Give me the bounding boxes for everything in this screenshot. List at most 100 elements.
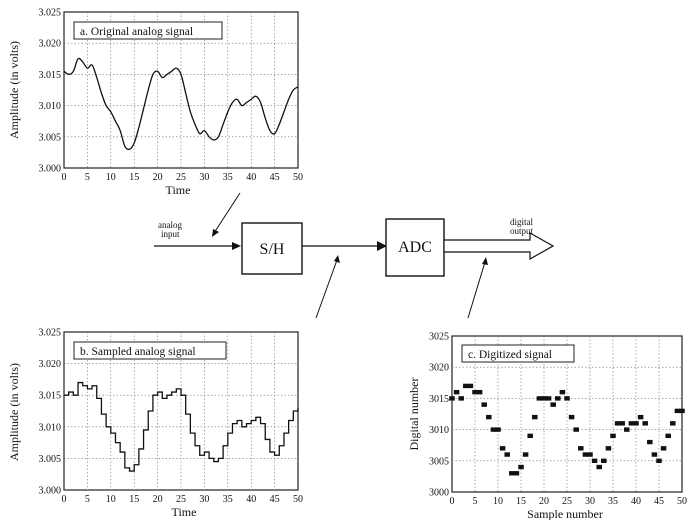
digitized-sample-point [614, 421, 621, 426]
x-tick-label: 15 [129, 494, 139, 505]
x-tick-label: 40 [631, 496, 641, 507]
x-tick-label: 45 [270, 172, 280, 183]
pointer-a-line [213, 192, 241, 234]
digitized-sample-point [642, 421, 648, 426]
x-tick-label: 15 [516, 496, 526, 507]
x-tick-label: 25 [176, 494, 186, 505]
x-tick-label: 35 [608, 496, 618, 507]
digitized-sample-point [596, 464, 602, 470]
analog-signal-line [63, 57, 299, 151]
adc-block [385, 218, 445, 277]
y-tick-label: 3.025 [39, 8, 62, 19]
x-tick-label: 35 [223, 172, 233, 183]
x-tick-label: 25 [176, 172, 186, 183]
x-tick-label: 50 [677, 496, 687, 507]
digitized-sample-point [670, 421, 676, 426]
digitized-sample-point [545, 396, 552, 401]
digitized-sample-point [495, 427, 501, 432]
adc-label: ADC [398, 239, 432, 256]
digital-output-arrow [443, 231, 555, 261]
panel-c-digitized-signal: 3025 3020 3015 3010 3005 3000 0 5 10 15 20 25 30 35 4… [407, 332, 687, 520]
y-tick-label: 3.010 [39, 101, 62, 112]
panel-b-series [64, 381, 299, 472]
y-tick-label: 3.015 [39, 70, 62, 81]
digitized-sample-point [637, 414, 644, 420]
digital-output-label-1: digital [510, 217, 533, 227]
x-tick-label: 5 [85, 494, 90, 505]
panel-c-label: c. Digitized signal [468, 349, 552, 361]
panel-a-original-signal: 3.025 3.020 3.015 3.010 3.005 3.000 0 5 10 15 20 2… [7, 8, 303, 198]
block-diagram: analog input S/H ADC digital output [154, 192, 555, 319]
digitized-sample-point [486, 414, 492, 420]
x-tick-label: 20 [539, 496, 549, 507]
digitized-sample-point [619, 421, 625, 426]
x-tick-label: 10 [106, 172, 116, 183]
x-tick-label: 40 [246, 172, 256, 183]
digitized-sample-point [472, 389, 478, 395]
x-tick-label: 20 [153, 494, 163, 505]
x-tick-label: 20 [153, 172, 163, 183]
y-tick-label: 3.020 [39, 359, 62, 370]
panel-a-label-box [73, 21, 223, 40]
digitized-sample-point [656, 458, 662, 463]
x-tick-label: 10 [106, 494, 116, 505]
digitized-sample-point [499, 446, 506, 451]
digitized-sample-point [481, 402, 487, 407]
y-tick-label: 3015 [429, 394, 449, 405]
digitized-sample-point [509, 471, 515, 476]
y-tick-label: 3.020 [39, 39, 62, 50]
sample-hold-block [241, 222, 303, 275]
digitized-sample-point [605, 446, 612, 451]
x-tick-label: 25 [562, 496, 572, 507]
x-tick-label: 5 [85, 172, 90, 183]
panel-b-y-ticks: 3.025 3.020 3.015 3.010 3.005 3.000 [39, 328, 62, 497]
y-tick-label: 3.015 [39, 391, 62, 402]
digitized-sample-point [651, 452, 658, 457]
panel-b-label: b. Sampled analog signal [80, 346, 196, 358]
panel-c-y-ticks: 3025 3020 3015 3010 3005 3000 [429, 332, 449, 499]
digitized-sample-point [582, 452, 589, 457]
x-tick-label: 50 [293, 494, 303, 505]
y-tick-label: 3.010 [39, 422, 62, 433]
panel-b-label-box [73, 341, 227, 360]
digitized-sample-point [660, 446, 667, 451]
y-tick-label: 3000 [429, 488, 449, 499]
x-tick-label: 30 [199, 494, 209, 505]
panel-a-xlabel: Time [166, 183, 191, 197]
x-tick-label: 45 [654, 496, 664, 507]
sh-to-adc-arrowhead [377, 241, 387, 251]
digitized-sample-point [624, 427, 630, 432]
y-tick-label: 3.005 [39, 454, 62, 465]
panel-b-xlabel: Time [172, 505, 197, 519]
analog-input-label-2: input [161, 229, 180, 239]
digitized-sample-point [550, 402, 556, 407]
digitized-sample-point [674, 408, 681, 414]
digitized-sample-point [633, 421, 639, 426]
x-tick-label: 30 [199, 172, 209, 183]
y-tick-label: 3020 [429, 363, 449, 374]
pointer-c-arrowhead [482, 257, 488, 265]
input-arrowhead [232, 242, 241, 250]
y-tick-label: 3.000 [39, 486, 62, 497]
panel-c-label-box [461, 344, 575, 363]
digitized-sample-point [532, 414, 538, 420]
x-tick-label: 5 [473, 496, 478, 507]
sample-hold-label: S/H [260, 241, 285, 258]
panel-b-sampled-signal: 3.025 3.020 3.015 3.010 3.005 3.000 0 5 10 15 20 2… [7, 328, 303, 520]
panel-a-ylabel: Amplitude (in volts) [7, 41, 21, 139]
digitized-sample-point [467, 383, 474, 389]
digitized-sample-point [476, 389, 483, 395]
y-tick-label: 3025 [429, 332, 449, 343]
digitized-sample-point [522, 452, 529, 457]
digitized-sample-point [463, 383, 469, 389]
sampled-signal-step-line [64, 381, 299, 472]
x-tick-label: 50 [293, 172, 303, 183]
x-tick-label: 30 [585, 496, 595, 507]
pointer-b-arrowhead [334, 255, 340, 263]
panel-b-x-ticks: 0 5 10 15 20 25 30 35 40 45 50 [62, 494, 304, 505]
panel-c-series [449, 383, 685, 476]
panel-a-label: a. Original analog signal [80, 26, 193, 38]
digitized-sample-point [679, 408, 685, 414]
